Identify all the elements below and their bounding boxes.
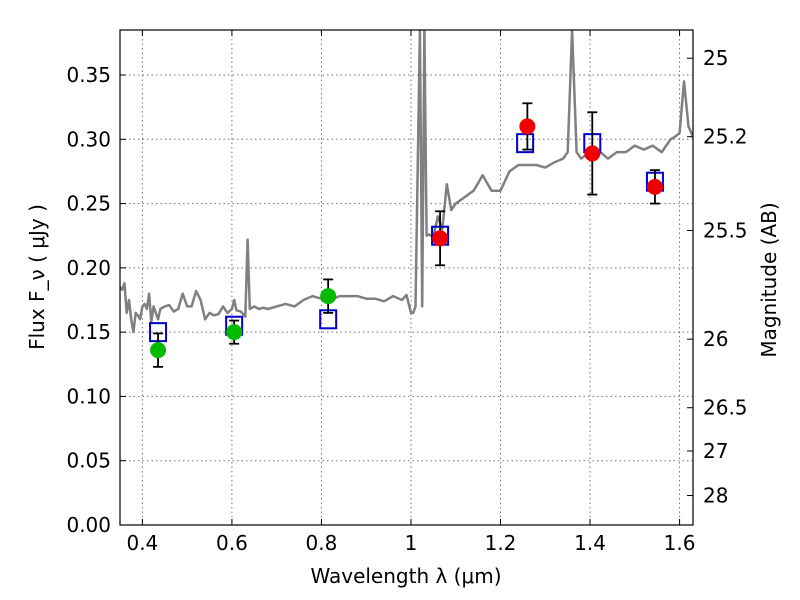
y-tick-label: 0.30 bbox=[66, 127, 111, 151]
x-tick-label: 0.8 bbox=[306, 531, 338, 555]
observed-point-red bbox=[519, 118, 536, 135]
right-tick-label: 27 bbox=[703, 439, 728, 463]
model-square-point bbox=[516, 133, 535, 154]
spectrum-line bbox=[120, 30, 693, 334]
x-tick-label: 1.4 bbox=[574, 531, 606, 555]
y-tick-label: 0.20 bbox=[66, 256, 111, 280]
right-tick-label: 25 bbox=[703, 46, 728, 70]
right-tick-label: 28 bbox=[703, 484, 728, 508]
observed-point-red bbox=[646, 178, 663, 195]
grid-layer bbox=[120, 30, 693, 526]
right-tick-label: 25.2 bbox=[703, 125, 748, 149]
right-tick-label: 26 bbox=[703, 327, 728, 351]
observed-point-green bbox=[226, 324, 243, 341]
x-tick-label: 0.6 bbox=[216, 531, 248, 555]
x-tick-label: 1.2 bbox=[485, 531, 517, 555]
y-tick-label: 0.15 bbox=[66, 320, 111, 344]
observed-point-green bbox=[320, 288, 337, 305]
right-axis-ticks: 25 25.2 25.5 26 26.5 27 28 bbox=[687, 46, 748, 508]
x-tick-label: 1 bbox=[405, 531, 418, 555]
y-tick-label: 0.05 bbox=[66, 449, 111, 473]
x-axis-ticks: 0.4 0.6 0.8 1 1.2 1.4 1.6 bbox=[126, 30, 695, 555]
right-tick-label: 25.5 bbox=[703, 218, 748, 242]
y-tick-label: 0.00 bbox=[66, 513, 111, 537]
right-axis-label: Magnitude (AB) bbox=[757, 202, 781, 357]
x-tick-label: 0.4 bbox=[126, 531, 158, 555]
x-tick-label: 1.6 bbox=[664, 531, 696, 555]
observed-point-red bbox=[432, 230, 449, 247]
x-axis-label: Wavelength λ (μm) bbox=[310, 564, 501, 588]
y-axis-ticks: 0.00 0.05 0.10 0.15 0.20 0.25 0.30 0.35 bbox=[66, 63, 126, 537]
plot-layer bbox=[120, 30, 693, 368]
right-tick-label: 26.5 bbox=[703, 396, 748, 420]
observed-point-red bbox=[584, 145, 601, 162]
y-axis-label: Flux F_ν ( μJy ) bbox=[25, 204, 49, 350]
observed-point-green bbox=[150, 342, 167, 359]
y-tick-label: 0.25 bbox=[66, 192, 111, 216]
y-tick-label: 0.10 bbox=[66, 384, 111, 408]
plot-frame bbox=[119, 29, 694, 526]
y-tick-label: 0.35 bbox=[66, 63, 111, 87]
